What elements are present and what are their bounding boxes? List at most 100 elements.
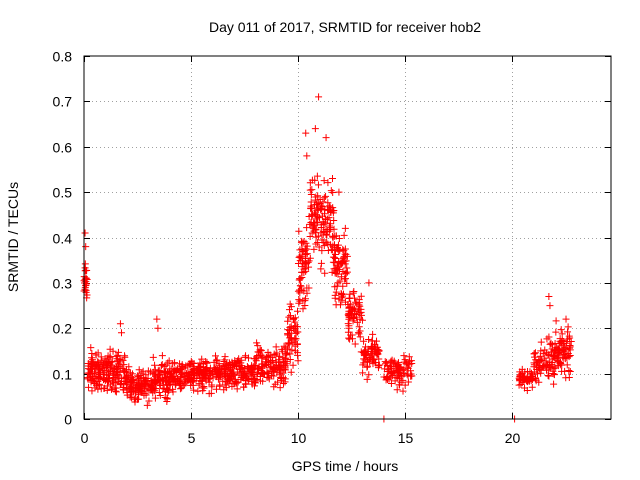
data-point [245,375,253,383]
data-point [98,364,106,372]
data-point [298,237,306,245]
data-point [190,386,198,394]
data-point [336,301,344,309]
data-point [363,363,371,371]
data-point [296,275,304,283]
data-point [342,270,350,278]
data-point [323,238,331,246]
data-point [397,372,405,380]
data-point [391,369,399,377]
data-point [325,202,333,210]
data-point [310,223,318,231]
data-point [294,307,301,315]
data-point [325,227,333,235]
data-point [222,369,230,377]
data-point [518,379,526,387]
data-point [324,247,332,255]
x-tick-label: 10 [291,430,307,446]
data-point [253,339,261,347]
data-point [405,353,413,361]
data-point [160,385,168,393]
data-point [394,364,402,372]
data-point [149,383,157,391]
data-point [159,377,167,385]
data-point [566,368,574,376]
data-point [264,370,272,378]
data-point [360,359,368,367]
data-point [96,371,104,379]
data-point [166,367,174,375]
data-point [199,363,207,371]
data-point [143,401,151,409]
data-point [234,378,242,386]
data-point [333,263,341,271]
data-point [564,349,572,357]
data-point [103,382,111,390]
data-point [254,351,262,359]
data-point [231,379,239,387]
data-point [296,252,304,260]
data-point [286,356,294,364]
data-point [343,279,351,287]
data-point [315,243,323,251]
data-point [308,186,316,194]
data-point [565,367,573,375]
data-point [200,370,208,378]
data-point [154,324,162,332]
data-point [318,202,326,210]
data-point [276,358,284,366]
data-point [530,353,538,361]
data-point [298,268,306,276]
data-point [159,384,167,392]
data-point [256,377,264,385]
y-tick-label: 0.4 [53,231,73,247]
data-point [140,376,148,384]
data-point [312,215,320,223]
data-point [517,380,525,388]
data-point [562,355,570,363]
data-point [216,382,224,390]
data-point [94,377,102,385]
x-tick-label: 20 [505,430,521,446]
data-point [81,285,89,293]
data-point [103,355,111,363]
data-point [341,224,349,232]
data-point [256,347,264,355]
data-point [527,369,535,377]
data-point [239,374,247,382]
data-point [301,258,309,266]
data-point [200,382,208,390]
data-point [556,335,564,343]
data-point [351,340,359,348]
data-point [332,288,340,296]
data-point [107,385,115,393]
data-point [212,367,220,375]
data-point [106,375,114,383]
data-point [123,372,131,380]
data-point [108,357,116,365]
data-point [165,357,173,365]
data-point [295,296,303,304]
data-point [286,323,294,331]
data-point [365,279,373,287]
data-point [233,362,241,370]
data-point [305,284,313,292]
data-point [306,232,314,240]
data-point [345,294,353,302]
data-point [252,379,260,387]
data-point [400,358,408,366]
data-point [118,374,126,382]
data-point [127,376,135,384]
data-point [383,367,391,375]
data-point [188,359,196,367]
data-point [286,312,294,320]
data-point [523,377,531,385]
data-point [214,375,222,383]
data-point [123,391,131,399]
data-point [316,214,324,222]
data-point [356,315,364,323]
data-point [313,201,321,209]
data-point [549,367,557,375]
data-point [375,361,383,369]
data-point [331,294,339,302]
